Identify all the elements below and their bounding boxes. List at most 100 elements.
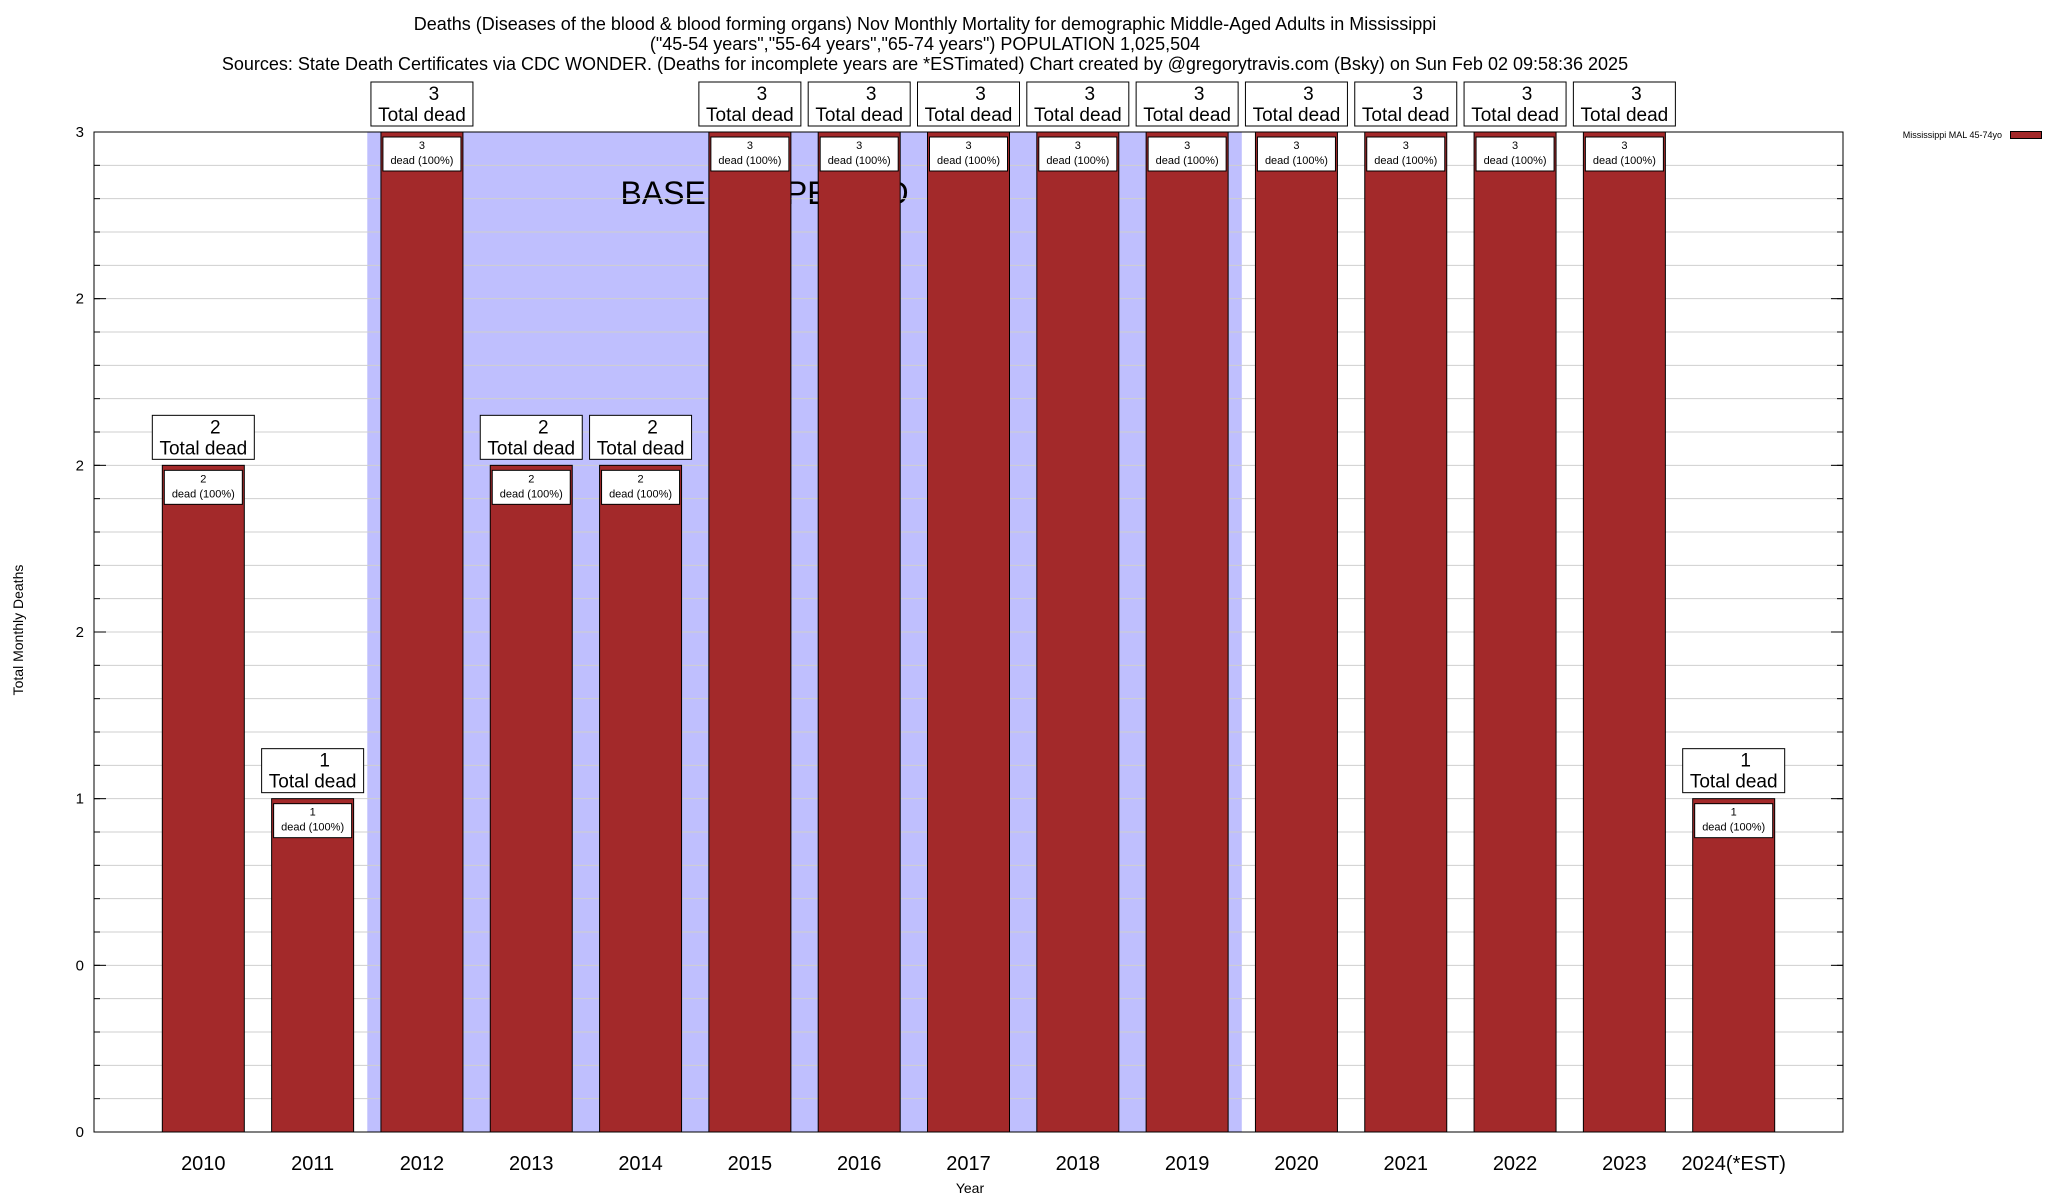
y-tick-label: 1 <box>76 791 84 808</box>
bar-total-text-label: Total dead <box>1690 772 1778 793</box>
bar-inner-value-label: 3 <box>419 140 425 152</box>
bar-total-text-label: Total dead <box>1034 105 1122 126</box>
y-tick-label: 3 <box>76 124 84 141</box>
bar-inner-value-label: 2 <box>638 473 644 485</box>
bar <box>599 464 683 1133</box>
bar-total-value-label: 1 <box>1740 751 1751 772</box>
bar-total-label-box <box>698 81 802 127</box>
bar-total-value-label: 2 <box>210 417 221 438</box>
bar <box>927 131 1010 1133</box>
bar-total-label-box <box>1026 81 1130 127</box>
bar-inner-label-box <box>601 469 681 505</box>
bar <box>380 131 464 1133</box>
bar-inner-value-label: 3 <box>856 140 862 152</box>
bar-total-value-label: 3 <box>975 84 986 105</box>
bar-total-text-label: Total dead <box>815 105 903 126</box>
bar-inner-value-label: 3 <box>1403 140 1409 152</box>
x-tick-label: 2013 <box>509 1153 554 1175</box>
bar-inner-label-box <box>1038 136 1118 172</box>
bar-total-label-box <box>1244 81 1348 127</box>
bar-total-value-label: 3 <box>1303 84 1314 105</box>
bar-total-text-label: Total dead <box>1143 105 1231 126</box>
x-tick-label: 2016 <box>837 1153 882 1175</box>
bar-inner-label-box <box>1584 136 1664 172</box>
bar-total-label-box <box>151 414 255 460</box>
bar-total-value-label: 3 <box>757 84 768 105</box>
bar-inner-percent-label: dead (100%) <box>1046 155 1109 167</box>
bar <box>161 464 245 1133</box>
bar-inner-percent-label: dead (100%) <box>937 155 1000 167</box>
bar-total-value-label: 2 <box>538 417 549 438</box>
bar-total-value-label: 1 <box>319 751 330 772</box>
bar-inner-label-box <box>491 469 571 505</box>
bar-total-text-label: Total dead <box>1471 105 1559 126</box>
legend-label: Mississippi MAL 45-74yo <box>1902 130 2002 140</box>
bar-inner-label-box <box>163 469 243 505</box>
bar <box>1254 131 1338 1133</box>
x-tick-label: 2010 <box>181 1153 226 1175</box>
bar-inner-label-box <box>1366 136 1446 172</box>
bar-total-label-box <box>589 414 693 460</box>
bar <box>1145 131 1229 1133</box>
chart-title-line-1: Deaths (Diseases of the blood & blood fo… <box>413 14 1437 34</box>
bar-total-value-label: 2 <box>647 417 658 438</box>
x-tick-label: 2017 <box>946 1153 991 1175</box>
y-tick-label: 2 <box>76 624 84 641</box>
bar-total-label-box <box>917 81 1020 127</box>
bar-inner-value-label: 3 <box>1621 140 1627 152</box>
bar-inner-label-box <box>273 803 353 839</box>
x-tick-label: 2011 <box>291 1153 334 1175</box>
x-tick-label: 2024(*EST) <box>1681 1153 1786 1175</box>
bar-inner-percent-label: dead (100%) <box>281 822 344 834</box>
bar-total-value-label: 3 <box>1412 84 1423 105</box>
x-tick-label: 2012 <box>400 1153 445 1175</box>
bar-inner-percent-label: dead (100%) <box>1702 822 1765 834</box>
bar-total-value-label: 3 <box>1194 84 1205 105</box>
bar-inner-percent-label: dead (100%) <box>1374 155 1437 167</box>
bar-total-label-box <box>1572 81 1676 127</box>
bar <box>708 131 792 1133</box>
bar-inner-value-label: 1 <box>1731 807 1737 819</box>
bar-inner-label-box <box>1147 136 1227 172</box>
bar-inner-label-box <box>710 136 790 172</box>
chart-title-line-2: ("45-54 years","55-64 years","65-74 year… <box>649 34 1201 54</box>
x-axis-label: Year <box>955 1180 985 1196</box>
bar <box>817 131 901 1133</box>
x-tick-label: 2015 <box>728 1153 773 1175</box>
x-tick-label: 2023 <box>1602 1153 1647 1175</box>
bar <box>1692 798 1776 1133</box>
legend-swatch <box>2010 131 2042 139</box>
x-tick-label: 2020 <box>1274 1153 1319 1175</box>
bar-total-value-label: 3 <box>1522 84 1533 105</box>
bar-inner-value-label: 2 <box>528 473 534 485</box>
bar-inner-percent-label: dead (100%) <box>500 488 563 500</box>
y-axis-label: Total Monthly Deaths <box>10 564 26 696</box>
bar-total-label-box <box>1682 748 1786 794</box>
bar-inner-percent-label: dead (100%) <box>1484 155 1547 167</box>
legend: Mississippi MAL 45-74yo <box>1903 130 2042 140</box>
bar-inner-label-box <box>929 136 1008 172</box>
bar-total-label-box <box>807 81 911 127</box>
bar-total-text-label: Total dead <box>487 438 575 459</box>
bar <box>1582 131 1666 1133</box>
bar-total-label-box <box>479 414 583 460</box>
bar-inner-label-box <box>1475 136 1555 172</box>
bar-total-text-label: Total dead <box>706 105 794 126</box>
bar-inner-percent-label: dead (100%) <box>718 155 781 167</box>
y-tick-label: 0 <box>76 1124 84 1141</box>
bar-total-value-label: 3 <box>1085 84 1096 105</box>
bar-total-label-box <box>261 748 365 794</box>
bar <box>1036 131 1120 1133</box>
bar-total-value-label: 3 <box>866 84 877 105</box>
y-tick-label: 2 <box>76 291 84 308</box>
bar-total-label-box <box>1135 81 1239 127</box>
bar-inner-percent-label: dead (100%) <box>1156 155 1219 167</box>
bar-inner-value-label: 3 <box>1512 140 1518 152</box>
bar-total-text-label: Total dead <box>925 105 1013 126</box>
bar-inner-label-box <box>1256 136 1336 172</box>
bar-total-value-label: 3 <box>1631 84 1642 105</box>
bar-inner-percent-label: dead (100%) <box>1593 155 1656 167</box>
y-tick-label: 2 <box>76 457 84 474</box>
bar-total-text-label: Total dead <box>1253 105 1341 126</box>
